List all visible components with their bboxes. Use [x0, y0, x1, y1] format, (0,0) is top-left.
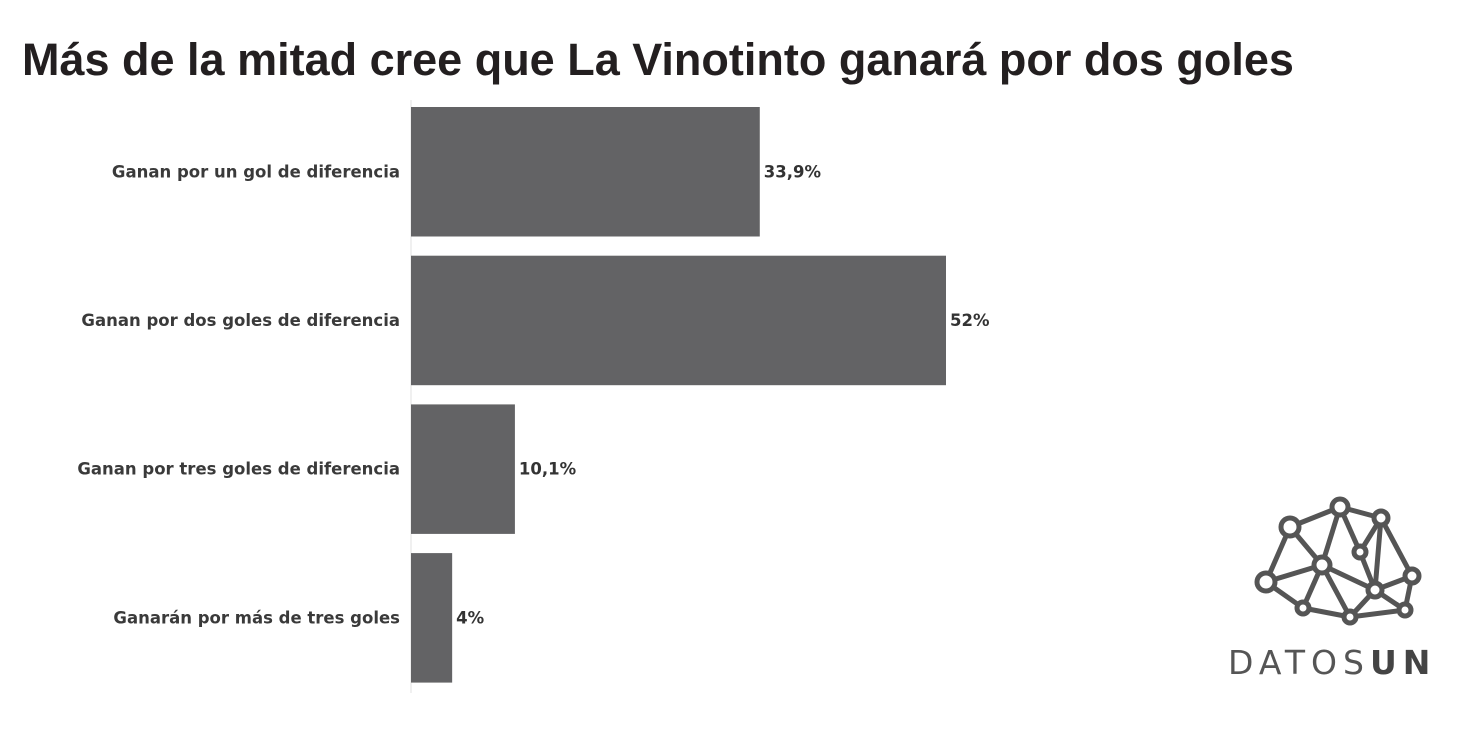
chart-title: Más de la mitad cree que La Vinotinto ga…: [22, 34, 1294, 85]
category-label: Ganan por dos goles de diferencia: [81, 311, 400, 330]
bar: [411, 404, 515, 534]
category-label: Ganan por tres goles de diferencia: [77, 460, 400, 479]
category-label: Ganarán por más de tres goles: [113, 608, 400, 627]
logo-icon: [1254, 496, 1422, 626]
logo-text-light: DATOS: [1228, 643, 1370, 682]
bar: [411, 255, 946, 386]
value-label: 52%: [950, 311, 990, 330]
value-label: 33,9%: [764, 162, 822, 181]
logo-text-bold: UN: [1370, 643, 1436, 682]
bar: [411, 107, 760, 237]
bar: [411, 553, 453, 683]
value-label: 10,1%: [519, 460, 577, 479]
category-label: Ganan por un gol de diferencia: [112, 162, 400, 181]
value-label: 4%: [456, 608, 484, 627]
logo-text: DATOSUN: [1228, 643, 1436, 682]
